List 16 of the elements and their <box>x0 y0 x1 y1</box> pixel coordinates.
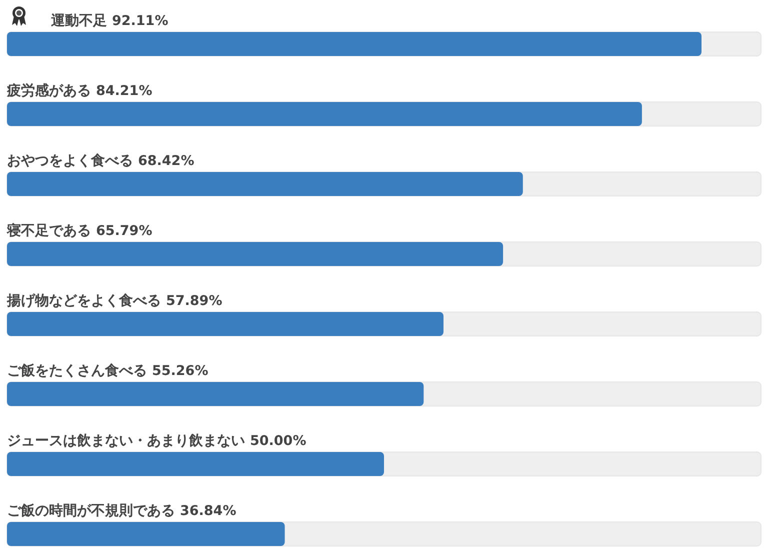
y-tick-label: ご飯の時間が不規則である <box>7 503 175 519</box>
data-label: 84.21% <box>96 83 153 99</box>
data-label: 57.89% <box>166 293 223 309</box>
y-tick-label: 寝不足である <box>6 222 91 239</box>
data-label: 50.00% <box>250 433 307 449</box>
y-tick-label: 疲労感がある <box>6 82 91 99</box>
y-tick-label: ご飯をたくさん食べる <box>7 363 147 379</box>
data-label: 92.11% <box>112 13 169 29</box>
data-label: 68.42% <box>138 153 195 169</box>
y-tick-label: 運動不足 <box>50 13 107 29</box>
y-tick-label: 揚げ物などをよく食べる <box>6 293 161 309</box>
data-label: 55.26% <box>152 363 209 379</box>
y-tick-label: おやつをよく食べる <box>7 153 133 169</box>
data-label: 36.84% <box>180 503 237 519</box>
data-label: 65.79% <box>96 223 153 239</box>
y-tick-label: ジュースは飲まない・あまり飲まない <box>7 433 245 449</box>
